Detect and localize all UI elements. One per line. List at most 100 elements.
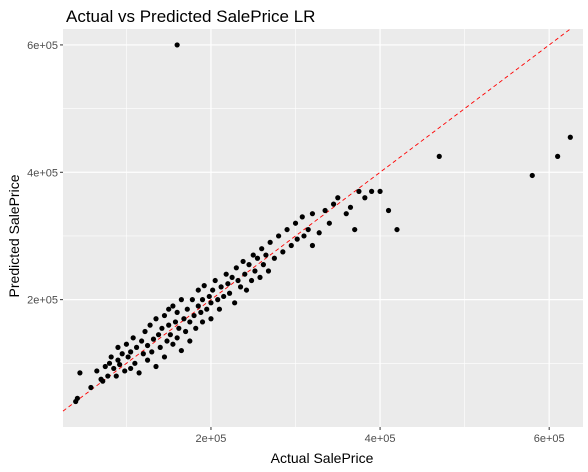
data-point <box>94 368 100 374</box>
data-point <box>260 262 266 268</box>
data-point <box>128 349 134 355</box>
data-point <box>330 201 337 207</box>
data-point <box>352 226 358 233</box>
data-point <box>144 342 151 349</box>
data-point <box>100 378 106 384</box>
data-point <box>377 188 383 194</box>
data-point <box>362 195 368 201</box>
data-point <box>111 365 117 372</box>
data-points <box>73 42 573 405</box>
data-point <box>252 268 258 274</box>
data-point <box>139 338 145 344</box>
data-point <box>195 287 201 293</box>
data-point <box>316 230 322 236</box>
data-point <box>555 153 561 159</box>
data-point <box>166 322 172 328</box>
data-point <box>113 373 119 379</box>
data-point <box>115 357 121 363</box>
data-point <box>212 277 218 284</box>
data-point <box>153 316 159 322</box>
data-point <box>343 211 349 217</box>
data-point <box>132 360 138 366</box>
data-point <box>280 249 286 255</box>
data-point <box>125 354 131 360</box>
data-point <box>221 293 227 300</box>
data-point <box>248 277 255 284</box>
data-point <box>347 204 354 210</box>
x-axis-ticks: 2e+05 4e+05 6e+05 <box>196 427 565 445</box>
data-point <box>164 338 170 344</box>
data-point <box>123 341 130 347</box>
grid-minor-lines <box>63 29 583 427</box>
data-point <box>243 287 250 293</box>
data-point <box>187 338 193 344</box>
data-point <box>305 226 311 233</box>
data-point <box>184 306 190 312</box>
data-point <box>170 341 176 347</box>
data-point <box>199 319 206 325</box>
y-tick-label: 6e+05 <box>27 40 58 52</box>
data-point <box>181 316 187 322</box>
data-point <box>294 236 300 242</box>
data-point <box>240 258 246 265</box>
data-point <box>128 365 134 372</box>
data-point <box>237 284 244 290</box>
y-axis-ticks: 2e+05 4e+05 6e+05 <box>27 40 63 307</box>
data-point <box>246 262 252 268</box>
data-point <box>229 274 235 280</box>
data-point <box>189 297 195 303</box>
data-point <box>335 195 341 201</box>
data-point <box>198 309 204 315</box>
data-point <box>385 207 392 214</box>
data-point <box>108 354 114 360</box>
data-point <box>223 271 229 277</box>
data-point <box>199 297 206 303</box>
data-point <box>208 300 214 306</box>
data-point <box>144 357 151 363</box>
data-point <box>529 172 535 179</box>
data-point <box>178 297 184 303</box>
data-point <box>267 239 273 245</box>
data-point <box>150 336 157 342</box>
data-point <box>257 274 263 280</box>
data-point <box>567 134 573 140</box>
data-point <box>201 283 207 289</box>
data-point <box>292 220 299 226</box>
data-point <box>176 325 182 331</box>
plot-panel <box>63 29 583 427</box>
data-point <box>153 363 159 370</box>
data-point <box>187 319 193 325</box>
data-point <box>193 325 199 331</box>
data-point <box>232 300 238 306</box>
data-point <box>183 328 189 335</box>
data-point <box>122 368 128 374</box>
data-point <box>191 312 197 319</box>
data-point <box>259 246 265 252</box>
data-point <box>136 370 142 376</box>
data-point <box>161 312 168 319</box>
data-point <box>195 303 201 309</box>
data-point <box>77 370 83 376</box>
data-point <box>288 242 294 249</box>
grid-major-lines <box>63 29 583 427</box>
data-point <box>369 188 375 194</box>
data-point <box>115 344 121 350</box>
data-point <box>106 360 113 366</box>
data-point <box>271 255 277 261</box>
data-point <box>159 325 165 331</box>
data-point <box>102 363 108 370</box>
data-point <box>172 319 179 325</box>
data-point <box>233 265 239 271</box>
data-point <box>178 347 184 354</box>
data-point <box>88 384 94 391</box>
data-point <box>149 349 155 355</box>
data-point <box>309 242 316 249</box>
data-point <box>140 351 146 357</box>
data-point <box>117 361 123 368</box>
y-tick-label: 4e+05 <box>27 167 58 179</box>
data-point <box>394 226 400 233</box>
data-point <box>276 233 282 239</box>
data-point <box>161 354 168 360</box>
